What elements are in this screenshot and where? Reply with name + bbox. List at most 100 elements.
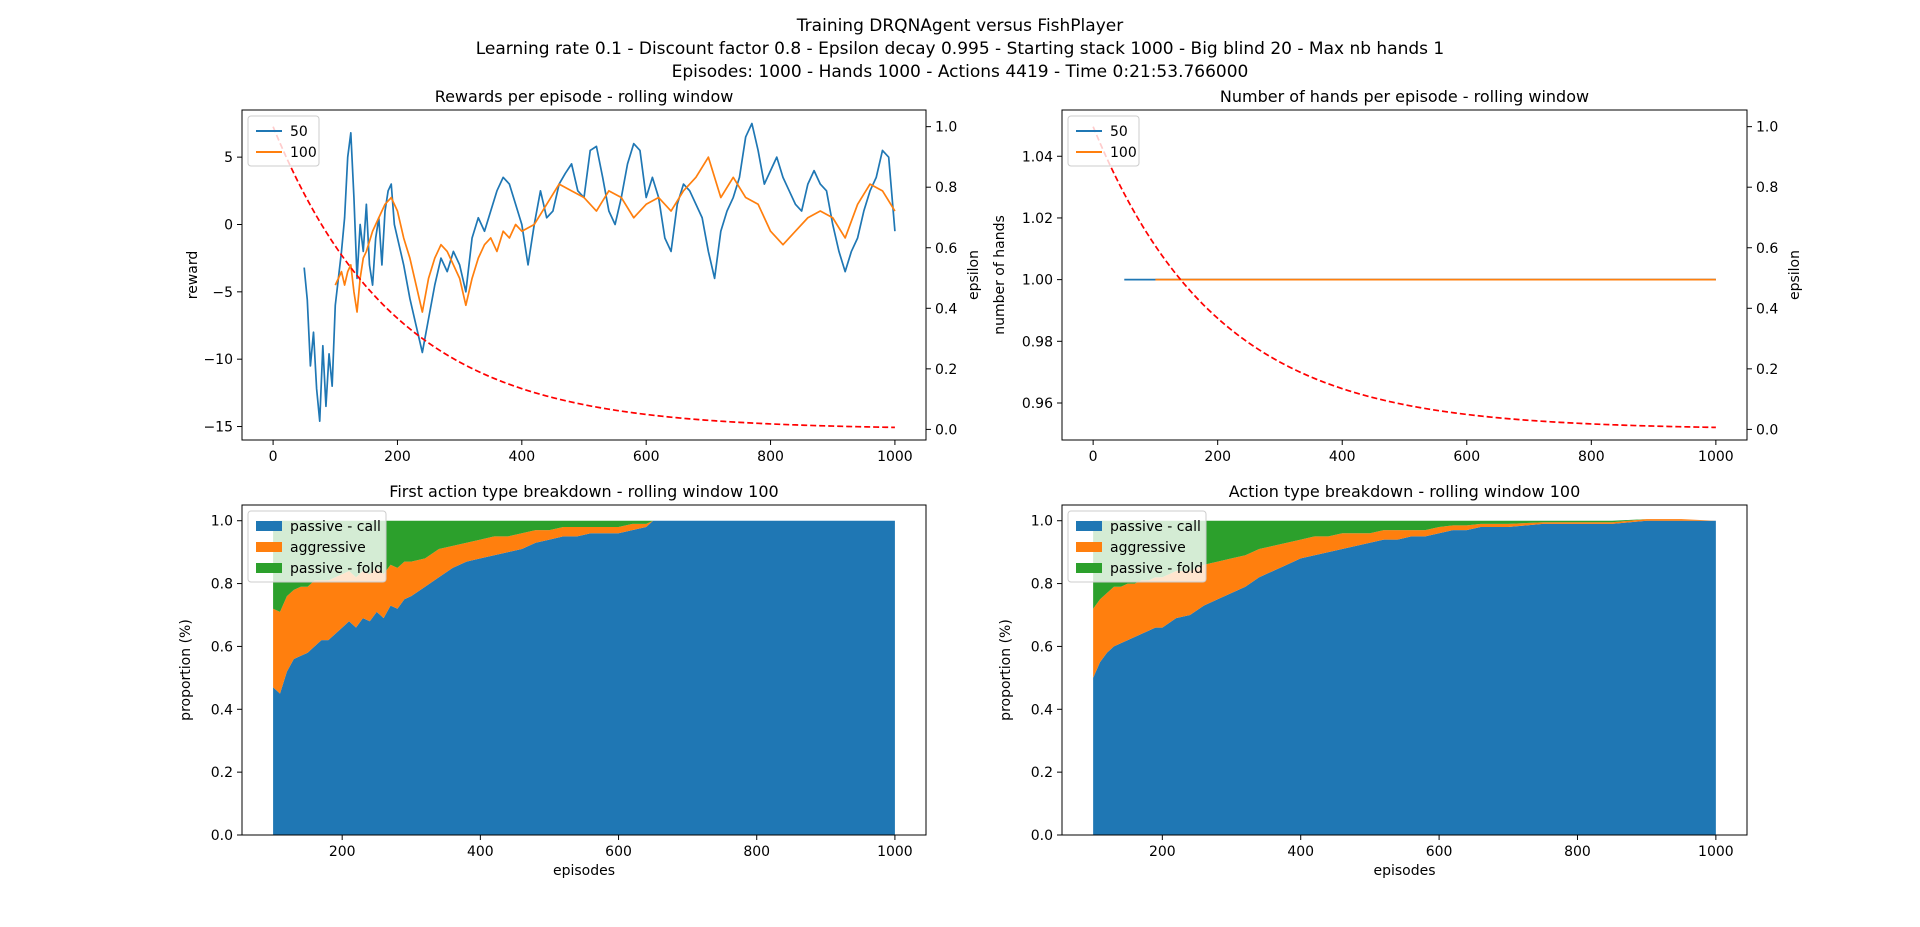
- epsilon-decay-line: [272, 126, 895, 429]
- plot-frame: [1061, 504, 1748, 836]
- y-axis-label: reward: [185, 251, 201, 300]
- x-tick-label: 0: [1089, 449, 1098, 465]
- x-tick-label: 800: [757, 449, 784, 465]
- chart-panel-3: 200 400 600 800 1000 0.0 0.2 0.4 0.6 0.8 1.0 First …: [178, 482, 927, 879]
- x-axis-label: episodes: [1373, 863, 1435, 879]
- y2-tick-label: 0.0: [935, 422, 957, 438]
- y-tick-label: 0.6: [1031, 639, 1053, 655]
- series-line-100: [334, 156, 896, 313]
- legend-label: aggressive: [1110, 540, 1186, 556]
- y2-tick-label: 1.0: [1756, 120, 1778, 136]
- x-tick-label: 800: [1564, 844, 1591, 860]
- y2-tick-label: 1.0: [935, 120, 957, 136]
- x-tick-label: 600: [1453, 449, 1480, 465]
- chart-panel-1: 0.0 0.2 0.4 0.6 0.8 1.0 epsilon 0 200 400 600 800 10…: [185, 87, 982, 465]
- legend-label: 100: [1110, 145, 1137, 161]
- x-tick-label: 400: [467, 844, 494, 860]
- legend-label: 50: [290, 124, 308, 140]
- area-passive-fold: [273, 520, 895, 612]
- x-tick-label: 200: [1149, 844, 1176, 860]
- epsilon-decay-line: [1092, 126, 1716, 429]
- x-tick-label: 800: [743, 844, 770, 860]
- y2-tick-label: 0.4: [1756, 301, 1778, 317]
- legend: passive - call aggressive passive - fold: [1067, 510, 1207, 583]
- y-tick-label: 0.4: [1031, 702, 1053, 718]
- area-passive-fold: [1093, 519, 1716, 609]
- x-tick-label: 400: [508, 449, 535, 465]
- figure-title: Training DRQNAgent versus FishPlayer: [796, 16, 1124, 36]
- legend-box: [247, 115, 320, 167]
- legend-swatch: [256, 542, 282, 552]
- legend-label: 100: [290, 145, 317, 161]
- legend-swatch: [1076, 563, 1102, 573]
- y-tick-label: 0.4: [211, 702, 233, 718]
- area-aggressive: [273, 520, 895, 694]
- x-tick-label: 1000: [1698, 449, 1734, 465]
- x-tick-label: 1000: [877, 844, 913, 860]
- area-aggressive: [1093, 519, 1716, 678]
- chart-title: Rewards per episode - rolling window: [435, 87, 734, 106]
- y-tick-label: 0.98: [1022, 334, 1053, 350]
- y-axis-label: number of hands: [992, 215, 1008, 335]
- x-tick-label: 200: [329, 844, 356, 860]
- y-tick-label: 0.6: [211, 639, 233, 655]
- y2-axis-label: epsilon: [966, 250, 982, 300]
- plot-area: [1092, 126, 1716, 429]
- chart-panel-4: 200 400 600 800 1000 0.0 0.2 0.4 0.6 0.8 1.0 Action…: [998, 482, 1748, 879]
- y-tick-label: 0.0: [1031, 828, 1053, 844]
- legend-swatch: [1076, 521, 1102, 531]
- x-tick-label: 800: [1578, 449, 1605, 465]
- x-tick-label: 400: [1329, 449, 1356, 465]
- y-tick-label: 1.0: [211, 514, 233, 530]
- x-tick-label: 0: [269, 449, 278, 465]
- y2-axis-label: epsilon: [1787, 250, 1803, 300]
- x-tick-label: 600: [1426, 844, 1453, 860]
- legend-label: 50: [1110, 124, 1128, 140]
- y-tick-label: 0.2: [1031, 765, 1053, 781]
- x-tick-label: 200: [1204, 449, 1231, 465]
- y-tick-label: 1.04: [1022, 149, 1053, 165]
- y-tick-label: 0.8: [1031, 577, 1053, 593]
- y2-tick-label: 0.4: [935, 301, 957, 317]
- legend-label: passive - call: [290, 519, 381, 535]
- y-tick-label: 0: [224, 217, 233, 233]
- legend-label: aggressive: [290, 540, 366, 556]
- chart-title: First action type breakdown - rolling wi…: [389, 482, 778, 501]
- y2-tick-label: 0.2: [935, 362, 957, 378]
- legend-swatch: [256, 521, 282, 531]
- y-tick-label: 0.2: [211, 765, 233, 781]
- chart-title: Action type breakdown - rolling window 1…: [1229, 482, 1581, 501]
- chart-panel-2: 0.0 0.2 0.4 0.6 0.8 1.0 epsilon 0 200 400 600 800 10…: [992, 87, 1803, 465]
- y-tick-label: −5: [212, 285, 233, 301]
- plot-area: [273, 520, 895, 835]
- legend-swatch: [256, 563, 282, 573]
- x-tick-label: 1000: [1698, 844, 1734, 860]
- legend-box: [247, 510, 387, 583]
- y-axis-label: proportion (%): [998, 619, 1014, 721]
- x-tick-label: 600: [633, 449, 660, 465]
- y-tick-label: 0.8: [211, 577, 233, 593]
- legend-label: passive - call: [1110, 519, 1201, 535]
- y-tick-label: 5: [224, 150, 233, 166]
- y2-tick-label: 0.0: [1756, 422, 1778, 438]
- legend-box: [1067, 510, 1207, 583]
- y2-tick-label: 0.6: [935, 241, 957, 257]
- y-tick-label: 0.96: [1022, 396, 1053, 412]
- plot-area: [272, 122, 896, 429]
- y-axis-label: proportion (%): [178, 619, 194, 721]
- x-tick-label: 600: [605, 844, 632, 860]
- y2-tick-label: 0.2: [1756, 362, 1778, 378]
- y2-tick-label: 0.6: [1756, 241, 1778, 257]
- figure-subtitle-params: Learning rate 0.1 - Discount factor 0.8 …: [475, 39, 1445, 59]
- series-line-50: [303, 122, 896, 422]
- y-tick-label: 0.0: [211, 828, 233, 844]
- x-tick-label: 400: [1287, 844, 1314, 860]
- y2-tick-label: 0.8: [935, 180, 957, 196]
- legend: passive - call aggressive passive - fold: [247, 510, 387, 583]
- legend-label: passive - fold: [1110, 561, 1203, 577]
- area-passive-call: [1093, 520, 1716, 835]
- y2-tick-label: 0.8: [1756, 180, 1778, 196]
